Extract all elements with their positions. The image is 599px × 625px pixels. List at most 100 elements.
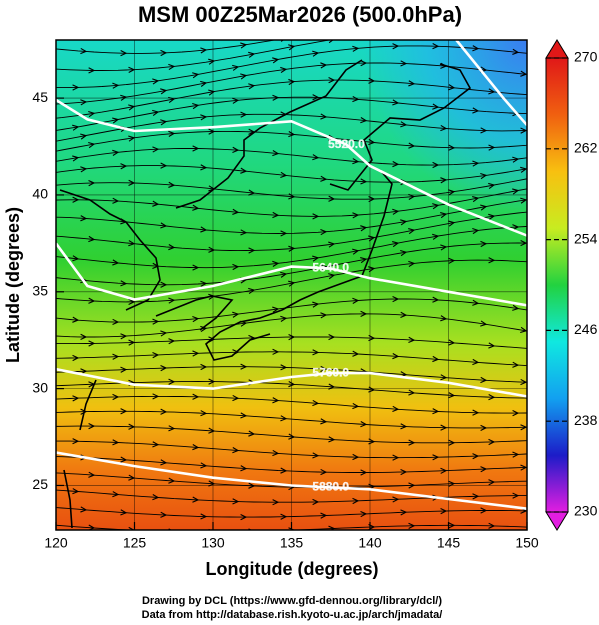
streamline — [56, 130, 527, 152]
contour-line — [56, 242, 527, 307]
stream-arrow — [288, 334, 296, 341]
stream-arrow — [208, 246, 216, 253]
streamline — [56, 259, 527, 303]
stream-arrow — [408, 439, 416, 446]
stream-arrow — [432, 296, 440, 303]
stream-arrow — [272, 542, 278, 547]
stream-arrow — [160, 49, 168, 57]
stream-arrow — [488, 342, 496, 349]
stream-arrow — [432, 454, 440, 461]
stream-arrow — [128, 104, 136, 111]
stream-arrow — [240, 73, 248, 80]
stream-arrow — [153, 33, 158, 38]
stream-arrow — [72, 316, 80, 323]
stream-arrow — [193, 33, 198, 38]
stream-arrow — [208, 293, 216, 300]
stream-arrow — [408, 260, 416, 268]
stream-arrow — [80, 133, 88, 140]
stream-arrow — [120, 456, 128, 463]
stream-arrow — [288, 280, 296, 287]
colorbar — [545, 57, 569, 513]
stream-arrow — [200, 114, 208, 121]
stream-arrow — [360, 469, 368, 476]
footer-line: Data from http://database.rish.kyoto-u.a… — [142, 609, 443, 621]
stream-arrow — [120, 509, 128, 516]
chart-title: MSM 00Z25Mar2026 (500.0hPa) — [138, 2, 462, 27]
stream-arrow — [488, 27, 494, 32]
stream-arrow — [128, 179, 136, 186]
stream-arrow — [352, 297, 360, 304]
stream-arrow — [448, 522, 456, 529]
stream-arrow — [432, 408, 440, 415]
stream-arrow — [200, 410, 208, 417]
stream-arrow — [312, 213, 320, 220]
stream-arrow — [432, 355, 440, 363]
stream-arrow — [232, 498, 240, 505]
stream-arrow — [168, 181, 176, 188]
stream-arrow — [168, 297, 176, 304]
stream-arrow — [72, 354, 80, 362]
stream-arrow — [72, 155, 80, 162]
stream-arrow — [152, 318, 160, 325]
streamline — [56, 211, 527, 252]
stream-arrow — [472, 358, 480, 366]
stream-arrow — [488, 144, 496, 151]
stream-arrow — [232, 146, 240, 153]
stream-arrow — [160, 365, 168, 372]
stream-arrow — [192, 350, 200, 357]
stream-arrow — [392, 208, 400, 215]
stream-arrow — [160, 511, 168, 518]
stream-arrow — [200, 363, 208, 371]
stream-arrow — [472, 409, 480, 416]
stream-arrow — [160, 330, 168, 337]
stream-arrow — [192, 496, 200, 503]
stream-arrow — [280, 230, 288, 237]
stream-arrow — [328, 241, 336, 248]
stream-arrow — [160, 281, 168, 288]
stream-arrow — [120, 50, 128, 57]
stream-arrow — [112, 82, 120, 89]
stream-arrow — [449, 26, 454, 31]
stream-arrow — [88, 297, 96, 304]
stream-arrow — [72, 488, 80, 495]
streamline — [56, 425, 527, 444]
stream-arrow — [392, 454, 400, 461]
stream-arrow — [233, 543, 238, 548]
stream-arrow — [520, 127, 527, 134]
stream-arrow — [240, 167, 248, 174]
streamline — [56, 188, 527, 217]
x-axis-label: Longitude (degrees) — [205, 559, 378, 579]
streamline — [56, 96, 527, 131]
stream-arrow — [481, 9, 486, 14]
stream-arrow — [472, 227, 480, 235]
contour-label: 5880.0 — [312, 480, 349, 494]
stream-arrow — [512, 156, 520, 163]
stream-arrow — [208, 128, 216, 135]
streamline — [56, 351, 527, 367]
stream-arrow — [112, 259, 120, 266]
stream-arrow — [480, 507, 488, 514]
footer-line: Drawing by DCL (https://www.gfd-dennou.o… — [142, 595, 442, 607]
stream-arrow — [368, 438, 376, 445]
stream-arrow — [320, 468, 328, 476]
stream-arrow — [168, 244, 176, 251]
stream-arrow — [512, 224, 520, 231]
stream-arrow — [368, 32, 374, 37]
stream-arrow — [280, 415, 288, 422]
x-tick-label: 120 — [44, 535, 68, 551]
stream-arrow — [520, 424, 527, 431]
colorbar-tick-label: 254 — [574, 230, 598, 246]
x-tick-label: 140 — [358, 535, 382, 551]
stream-arrow — [128, 135, 136, 142]
stream-arrow — [448, 339, 456, 346]
stream-arrow — [248, 287, 256, 295]
x-tick-label: 150 — [515, 535, 539, 551]
stream-arrow — [528, 92, 534, 97]
streamline — [56, 242, 527, 286]
colorbar-max-arrow — [545, 39, 569, 59]
stream-arrow — [400, 178, 408, 186]
stream-arrow — [232, 97, 240, 104]
stream-arrow — [520, 166, 527, 173]
stream-arrow — [128, 526, 135, 530]
stream-arrow — [432, 161, 440, 169]
